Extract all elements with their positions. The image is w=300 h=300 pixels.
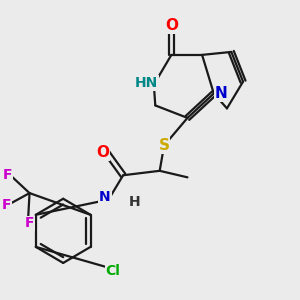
Text: F: F [3, 168, 12, 182]
Text: O: O [96, 146, 109, 160]
Text: O: O [165, 18, 178, 33]
Text: F: F [2, 198, 11, 212]
Text: Cl: Cl [106, 264, 121, 278]
Text: S: S [159, 138, 170, 153]
Text: HN: HN [135, 76, 158, 90]
Text: N: N [215, 86, 227, 101]
Text: H: H [129, 195, 141, 209]
Text: N: N [99, 190, 111, 204]
Text: F: F [25, 216, 34, 230]
